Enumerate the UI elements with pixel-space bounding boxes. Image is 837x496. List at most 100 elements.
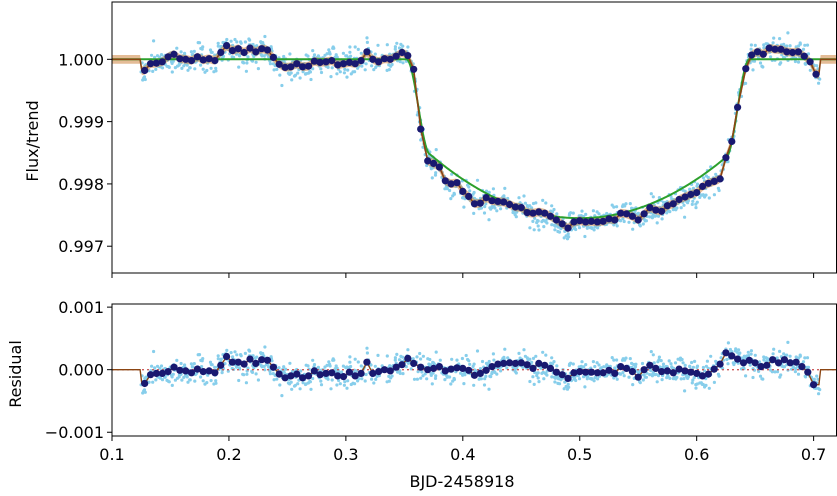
raw-point: [434, 374, 438, 378]
raw-point: [788, 354, 792, 358]
binned-point: [234, 358, 242, 366]
raw-point: [275, 67, 279, 71]
raw-point: [261, 41, 265, 45]
raw-point: [431, 371, 435, 375]
raw-point: [338, 70, 342, 74]
residual-plot-area: [112, 340, 837, 398]
raw-point: [534, 354, 538, 358]
raw-point: [421, 354, 425, 358]
binned-point: [392, 363, 400, 371]
flux-plot-area: [112, 31, 837, 241]
raw-point: [566, 232, 570, 236]
y-tick-label: 0.000: [58, 361, 104, 380]
raw-point: [752, 59, 757, 63]
raw-point: [577, 226, 582, 230]
binned-point: [739, 359, 748, 367]
raw-point: [717, 188, 721, 193]
raw-point: [254, 60, 258, 64]
raw-point: [356, 47, 360, 52]
transit-model-line: [112, 58, 836, 220]
binned-point: [506, 359, 514, 367]
raw-point: [562, 387, 566, 391]
raw-point: [535, 373, 539, 378]
raw-point: [450, 357, 454, 361]
raw-point: [544, 201, 548, 205]
raw-point: [214, 66, 218, 70]
raw-point: [627, 220, 631, 224]
raw-point: [268, 369, 272, 373]
raw-point: [557, 230, 562, 234]
raw-point: [179, 361, 183, 366]
binned-point: [777, 45, 785, 53]
raw-point: [753, 353, 757, 357]
raw-point: [659, 359, 663, 363]
raw-point: [652, 361, 656, 365]
raw-point: [213, 365, 217, 369]
raw-point: [583, 234, 587, 239]
raw-point: [348, 50, 352, 54]
raw-point: [252, 366, 256, 370]
raw-point: [651, 195, 655, 199]
binned-point: [728, 137, 736, 146]
binned-point: [681, 193, 689, 201]
raw-point: [691, 199, 695, 203]
raw-point: [214, 69, 218, 73]
raw-point: [612, 358, 616, 362]
raw-point: [242, 373, 246, 377]
raw-point: [153, 366, 157, 370]
raw-point: [341, 364, 345, 368]
raw-point: [365, 40, 369, 45]
binned-point: [328, 369, 336, 377]
binned-point: [759, 50, 767, 58]
binned-point: [164, 53, 172, 61]
binned-point: [669, 200, 677, 208]
binned-point: [812, 70, 820, 78]
raw-point: [596, 377, 600, 381]
binned-point: [404, 354, 412, 362]
raw-point: [267, 365, 271, 369]
raw-point: [591, 209, 596, 213]
binned-point: [386, 55, 394, 63]
raw-point: [312, 53, 317, 57]
raw-point: [649, 350, 653, 354]
raw-point: [445, 187, 449, 191]
raw-point: [695, 200, 699, 204]
binned-point: [494, 360, 502, 368]
raw-point: [562, 236, 566, 240]
raw-point: [445, 375, 449, 379]
raw-point: [191, 365, 195, 369]
raw-point: [154, 67, 158, 71]
binned-point: [710, 365, 718, 373]
raw-point: [237, 65, 241, 69]
binned-point: [698, 182, 707, 190]
raw-point: [749, 349, 754, 353]
raw-point: [531, 375, 535, 379]
raw-point: [472, 190, 476, 195]
raw-point: [262, 54, 266, 58]
raw-point: [793, 59, 798, 64]
raw-point: [495, 372, 499, 376]
binned-point: [780, 356, 789, 364]
raw-point: [325, 363, 329, 367]
raw-point: [375, 374, 379, 379]
raw-point: [256, 67, 260, 71]
raw-point: [175, 46, 179, 50]
raw-point: [762, 43, 766, 47]
raw-point: [343, 67, 347, 71]
raw-point: [537, 380, 541, 384]
raw-point: [201, 45, 205, 49]
raw-point: [449, 197, 453, 201]
raw-point: [232, 55, 236, 60]
raw-point: [487, 359, 491, 364]
raw-point: [319, 67, 323, 71]
raw-point: [472, 211, 476, 215]
raw-point: [468, 189, 472, 193]
raw-point: [309, 77, 313, 82]
binned-point: [564, 224, 572, 232]
raw-point: [170, 70, 174, 74]
raw-point: [401, 61, 405, 65]
raw-point: [690, 381, 694, 385]
raw-point: [216, 44, 220, 48]
binned-point: [205, 367, 213, 375]
raw-point: [593, 364, 597, 369]
